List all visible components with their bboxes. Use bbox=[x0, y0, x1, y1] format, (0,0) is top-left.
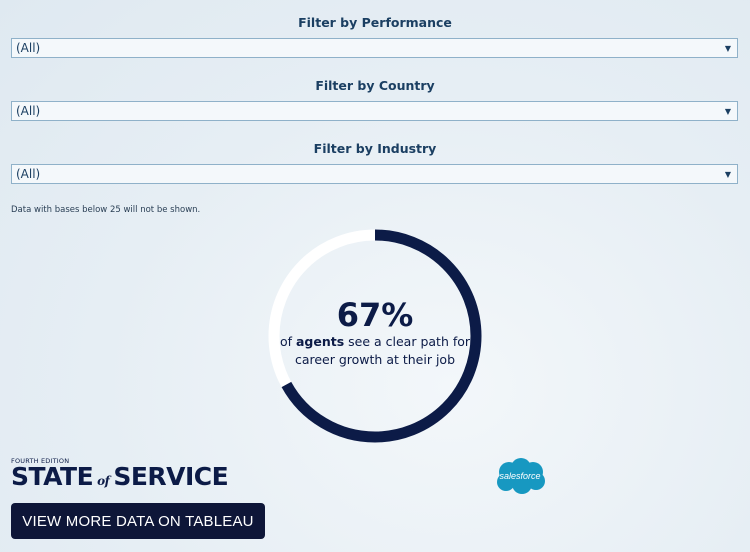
logo-word-service: SERVICE bbox=[113, 462, 229, 491]
logo-word-state: STATE bbox=[11, 462, 94, 491]
filter-country-select[interactable]: (All) ▼ bbox=[11, 101, 738, 121]
caret-down-icon: ▼ bbox=[724, 43, 731, 53]
filter-country-value: (All) bbox=[16, 104, 41, 118]
filter-country-label: Filter by Country bbox=[315, 78, 435, 93]
stat-line-1: of agents see a clear path for bbox=[280, 333, 470, 351]
gauge-fill-arc bbox=[268, 229, 482, 443]
filter-industry-select[interactable]: (All) ▼ bbox=[11, 164, 738, 184]
caret-down-icon: ▼ bbox=[724, 106, 731, 116]
gauge-text: 67% of agents see a clear path for caree… bbox=[266, 227, 484, 445]
state-of-service-logo: STATE of SERVICE bbox=[11, 462, 229, 491]
stat-percent: 67% bbox=[336, 296, 414, 334]
filter-industry-label: Filter by Industry bbox=[313, 141, 437, 156]
stat-suffix: see a clear path for bbox=[344, 334, 471, 349]
salesforce-wordmark: salesforce bbox=[499, 471, 540, 481]
stat-gauge: 67% of agents see a clear path for caree… bbox=[266, 227, 484, 445]
salesforce-cloud-shape: salesforce bbox=[497, 458, 545, 494]
stat-subject: agents bbox=[295, 334, 345, 349]
filter-industry-value: (All) bbox=[16, 167, 41, 181]
stat-prefix: of bbox=[279, 334, 296, 349]
filter-performance-select[interactable]: (All) ▼ bbox=[11, 38, 738, 58]
caret-down-icon: ▼ bbox=[724, 169, 731, 179]
salesforce-cloud-icon[interactable]: salesforce bbox=[492, 457, 548, 495]
data-base-note: Data with bases below 25 will not be sho… bbox=[11, 205, 201, 215]
view-more-tableau-button[interactable]: VIEW MORE DATA ON TABLEAU bbox=[11, 503, 265, 539]
filter-performance-value: (All) bbox=[16, 41, 41, 55]
gauge-ring bbox=[268, 229, 482, 443]
edition-label: FOURTH EDITION bbox=[11, 457, 70, 465]
logo-word-of: of bbox=[97, 474, 110, 488]
filter-performance-label: Filter by Performance bbox=[298, 15, 452, 30]
stat-line-2: career growth at their job bbox=[294, 352, 456, 367]
